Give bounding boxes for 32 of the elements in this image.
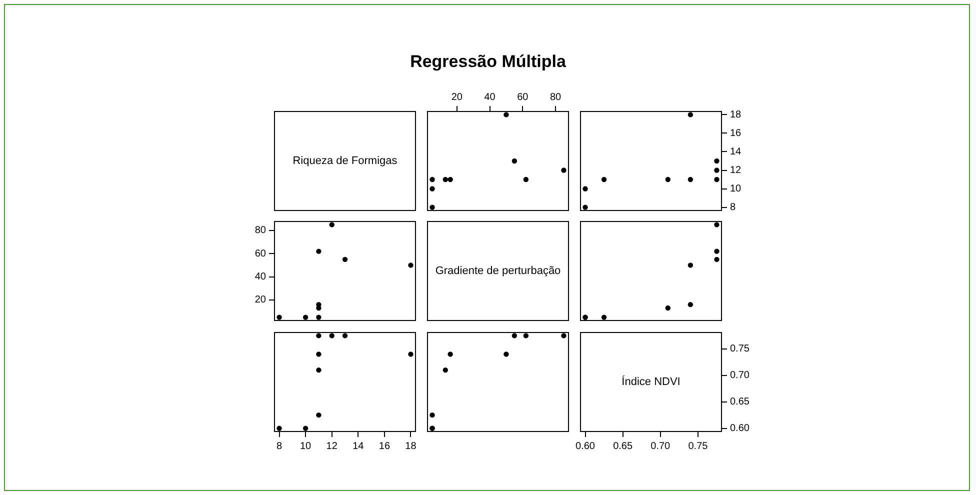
text: Gradiente de perturbação	[435, 265, 561, 278]
x-tick-label: 20	[451, 92, 463, 103]
x-tick-label: 14	[352, 440, 364, 452]
y-tick-label: 10	[730, 184, 742, 195]
x-tick-label: 80	[550, 92, 562, 103]
x-tick-label: 12	[326, 440, 338, 452]
text: Regressão Múltipla	[409, 52, 567, 72]
y-tick-label: 16	[730, 128, 742, 139]
x-tick-label: 18	[405, 440, 417, 452]
y-tick-label: 40	[254, 272, 266, 283]
y-tick-label: 8	[730, 202, 736, 214]
x-tick-label: 16	[378, 440, 390, 452]
x-tick-label: 8	[276, 440, 282, 452]
y-tick-label: 12	[730, 165, 742, 176]
y-tick-label: 0.70	[730, 370, 750, 382]
text: Riqueza de Formigas	[292, 155, 398, 168]
x-tick-label: 60	[517, 92, 529, 103]
y-tick-label: 60	[254, 248, 266, 260]
x-tick-label: 0.75	[688, 440, 708, 452]
y-tick-label: 0.75	[730, 344, 750, 355]
x-tick-label: 40	[484, 92, 496, 103]
x-tick-label: 10	[300, 440, 312, 452]
y-tick-label: 80	[254, 225, 266, 236]
y-tick-label: 14	[730, 146, 742, 158]
x-tick-label: 0.65	[613, 440, 633, 452]
annotation: Índice NDVI	[622, 375, 680, 388]
y-tick-label: 20	[254, 294, 266, 306]
y-tick-label: 0.60	[730, 423, 750, 434]
x-tick-label: 0.70	[650, 440, 671, 452]
y-tick-label: 0.65	[730, 396, 750, 408]
y-tick-label: 18	[730, 109, 742, 120]
x-tick-label: 0.60	[576, 440, 596, 452]
